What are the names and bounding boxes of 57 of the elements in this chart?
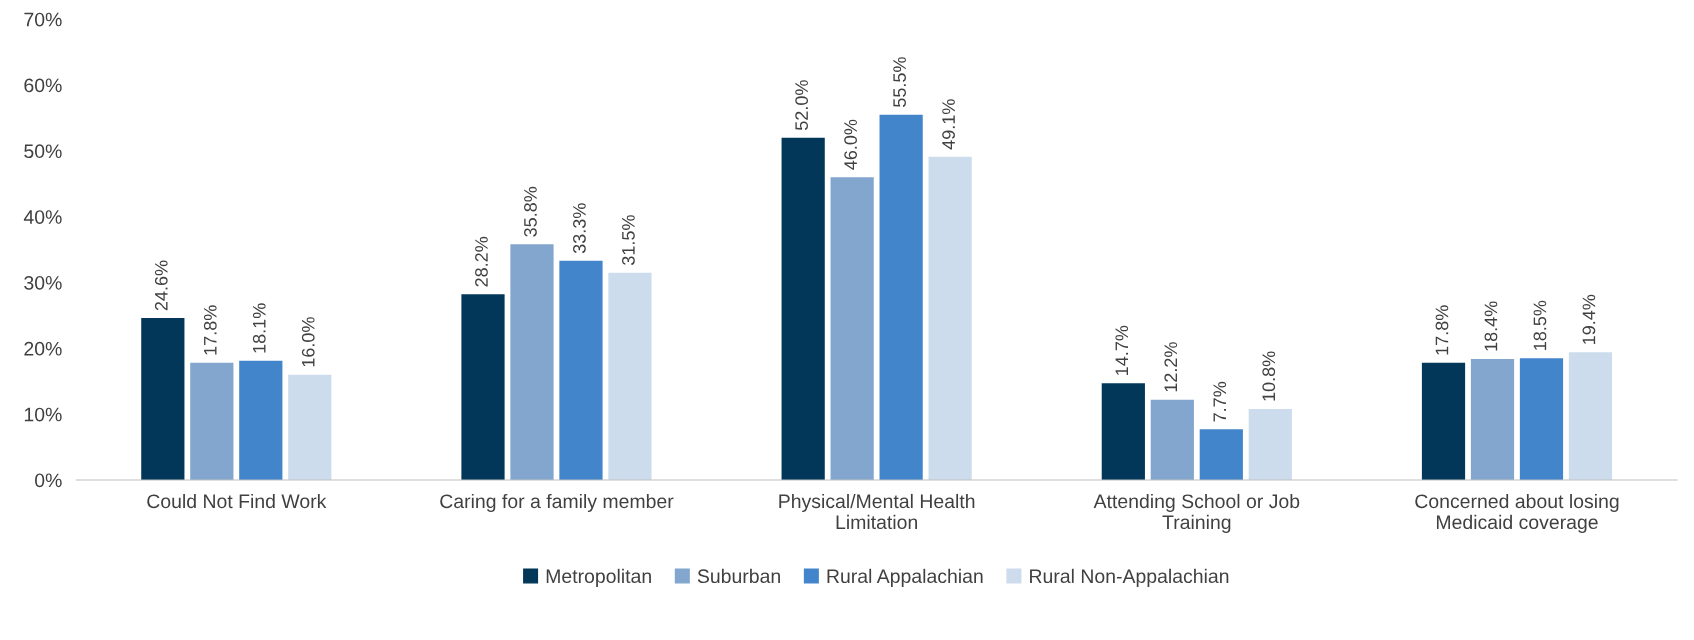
data-label: 18.4% bbox=[1484, 301, 1498, 351]
y-tick-label: 0% bbox=[35, 473, 62, 488]
y-tick-label: 40% bbox=[23, 210, 62, 224]
data-label: 17.8% bbox=[203, 305, 217, 355]
x-tick-label: Concerned about losing Medicaid coverage bbox=[1415, 493, 1619, 533]
bar bbox=[1199, 429, 1243, 480]
legend-label: Rural Appalachian bbox=[827, 568, 983, 587]
data-label: 55.5% bbox=[893, 57, 906, 107]
bar bbox=[928, 156, 972, 480]
data-label: 12.2% bbox=[1164, 342, 1178, 392]
data-label: 46.0% bbox=[844, 119, 857, 170]
x-tick-label: Attending School or Job Training bbox=[1093, 493, 1300, 533]
bar bbox=[1248, 408, 1292, 480]
legend-label: Rural Non-Appalachian bbox=[1030, 568, 1229, 587]
bar bbox=[288, 374, 332, 480]
data-label: 10.8% bbox=[1262, 351, 1276, 401]
bar bbox=[830, 177, 874, 480]
data-label: 19.4% bbox=[1582, 294, 1596, 344]
bar bbox=[1150, 399, 1194, 480]
bar bbox=[1568, 352, 1613, 480]
data-label: 17.8% bbox=[1435, 305, 1449, 355]
bar bbox=[559, 260, 603, 480]
data-label: 31.5% bbox=[622, 215, 635, 266]
data-label: 18.1% bbox=[252, 303, 266, 353]
bar bbox=[1519, 358, 1564, 480]
data-label: 35.8% bbox=[524, 186, 537, 237]
bar bbox=[879, 114, 923, 480]
bar bbox=[1421, 362, 1466, 480]
y-tick-label: 70% bbox=[24, 12, 62, 27]
data-label: 33.3% bbox=[573, 203, 586, 254]
data-label: 49.1% bbox=[942, 99, 955, 150]
y-tick-label: 60% bbox=[24, 78, 62, 93]
bar bbox=[781, 137, 825, 480]
bar bbox=[1101, 383, 1145, 480]
x-tick-label: Physical/Mental Health Limitation bbox=[779, 493, 975, 530]
data-label: 7.7% bbox=[1213, 381, 1227, 422]
bar bbox=[190, 362, 234, 480]
legend-label: Suburban bbox=[697, 568, 780, 584]
data-label: 52.0% bbox=[795, 80, 809, 131]
bar bbox=[510, 244, 554, 480]
y-tick-label: 20% bbox=[24, 341, 62, 356]
data-label: 14.7% bbox=[1115, 325, 1129, 375]
data-label: 24.6% bbox=[154, 260, 168, 311]
legend-label: Metropolitan bbox=[546, 568, 651, 587]
bar bbox=[141, 318, 185, 480]
data-label: 28.2% bbox=[475, 236, 488, 287]
data-label: 16.0% bbox=[301, 317, 315, 367]
bar bbox=[1470, 358, 1515, 480]
data-label: 18.5% bbox=[1533, 300, 1547, 350]
x-tick-label: Could Not Find Work bbox=[147, 493, 327, 509]
x-tick-label: Caring for a family member bbox=[440, 493, 674, 513]
bar bbox=[461, 294, 505, 480]
bar bbox=[608, 272, 652, 480]
y-tick-label: 10% bbox=[24, 407, 62, 422]
bar bbox=[239, 360, 283, 480]
y-tick-label: 50% bbox=[24, 144, 62, 159]
y-tick-label: 30% bbox=[24, 275, 62, 290]
